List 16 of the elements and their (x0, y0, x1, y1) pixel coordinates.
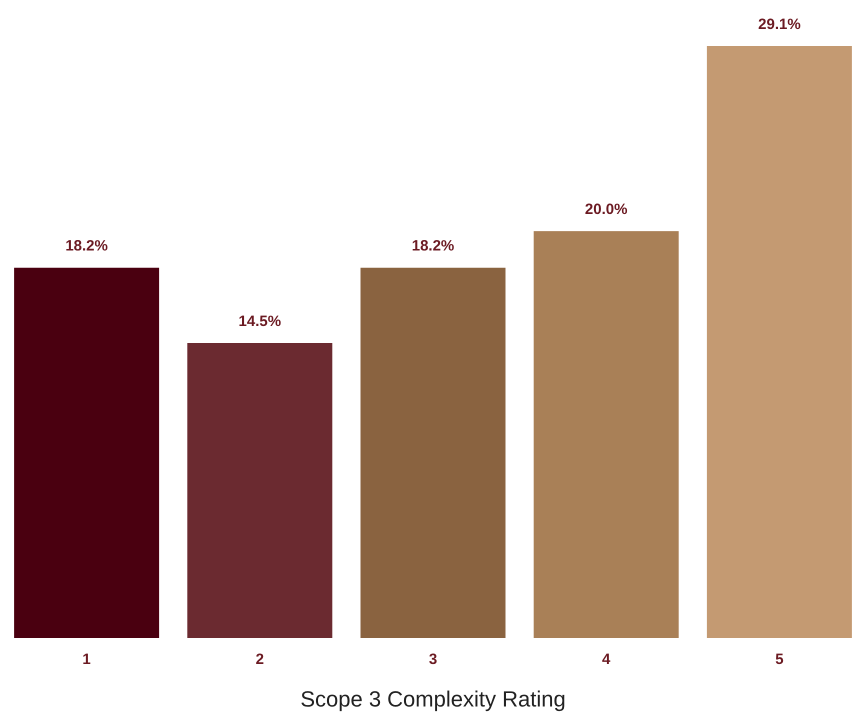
bar (360, 268, 506, 638)
x-tick-label: 3 (428, 651, 438, 668)
bar (706, 46, 852, 638)
x-tick-label: 2 (256, 651, 264, 668)
data-label: 20.0% (584, 201, 628, 218)
data-label: 29.1% (758, 16, 801, 33)
bar (187, 343, 332, 638)
data-label: 14.5% (238, 313, 282, 330)
bar (534, 231, 679, 638)
data-label: 18.2% (412, 238, 454, 255)
bar (14, 268, 160, 638)
x-axis-title: Scope 3 Complexity Rating (300, 686, 566, 712)
x-tick-label: 5 (775, 651, 784, 668)
x-tick-label: 4 (602, 651, 612, 668)
data-label: 18.2% (65, 238, 108, 255)
x-tick-label: 1 (82, 651, 91, 668)
